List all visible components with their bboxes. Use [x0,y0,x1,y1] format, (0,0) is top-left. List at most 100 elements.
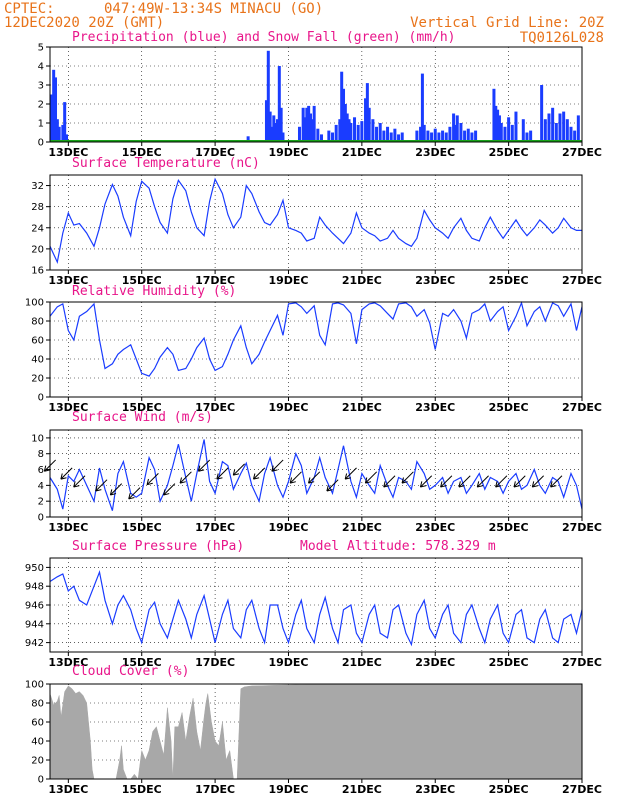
x-tick-label: 27DEC [562,783,602,796]
precip-bar [389,132,393,142]
precip-bar [540,85,544,142]
x-tick-label: 15DEC [122,401,162,414]
x-tick-label: 15DEC [122,783,162,796]
precip-bar [463,130,467,142]
wind-arrow-head [73,481,80,488]
wind-arrow-head [531,481,539,488]
precip-bar [301,107,305,142]
precip-bar [551,107,555,142]
plot-frame [49,46,583,143]
precip-bar [279,107,283,142]
precip-bar [268,111,272,142]
precip-bar [52,69,56,142]
wind-arrow [495,475,508,488]
header-code: TQ0126L028 [520,30,604,46]
y-tick-label: 80 [31,699,44,710]
x-tick-label: 23DEC [415,401,455,414]
y-tick-label: 944 [25,619,44,630]
precip-bar [397,134,401,142]
precip-bar [274,123,278,142]
precip-bar [496,109,500,142]
wind-arrow-head [344,473,351,480]
wind-arrow [95,479,108,492]
wind-arrow [253,467,266,480]
y-tick-label: 20 [31,244,44,255]
y-tick-label: 950 [25,563,44,574]
x-tick-label: 25DEC [489,274,529,287]
y-tick-label: 0 [38,513,44,524]
wind-arrow-head [197,465,205,472]
precip-bar [437,132,441,142]
wind-arrow [232,463,245,476]
wind-arrow [163,483,176,496]
precip-bar [356,124,360,142]
wind-arrow [128,487,141,500]
wind-arrow-head [179,477,186,484]
precip-bar [453,124,457,142]
x-tick-label: 27DEC [562,401,602,414]
x-tick-label: 19DEC [268,656,308,669]
x-tick-label: 21DEC [342,274,382,287]
wind-arrow [365,471,378,484]
wind-arrow [179,471,192,484]
wind-arrow [458,475,471,488]
wind-arrow-head [513,481,520,488]
precip-bar [277,66,281,142]
precip-bar [375,126,379,142]
wind-arrow [216,467,229,480]
panel-title: Surface Wind (m/s) [72,410,213,425]
precip-bar [275,119,279,142]
y-tick-label: 60 [31,718,44,729]
y-tick-label: 2 [38,100,44,111]
y-tick-label: 3 [38,81,44,92]
wind-arrow-head [128,493,135,500]
wind-arrow-head [216,473,223,480]
wind-arrow-head [326,485,333,492]
precip-bar [65,134,69,142]
y-tick-label: 100 [25,298,44,309]
wind-arrow [531,475,544,488]
wind-arrow-head [252,473,260,480]
wind-arrow-head [550,481,557,488]
series-line [49,439,583,511]
wind-arrow [73,475,86,488]
y-tick-label: 16 [31,266,44,277]
x-tick-label: 25DEC [489,401,529,414]
y-tick-label: 948 [25,582,44,593]
series-line [49,300,583,377]
y-tick-label: 10 [31,433,44,444]
cloud-area [49,683,583,780]
x-tick-label: 27DEC [562,146,602,159]
precip-bar [343,104,347,142]
y-tick-label: 60 [31,336,44,347]
precip-bar [573,130,577,142]
x-tick-label: 17DEC [195,274,235,287]
header-location: 047:49W-13:34S MINACU (GO) [104,1,323,17]
wind-arrow [271,459,284,472]
precip-bar [272,115,276,142]
y-tick-label: 2 [38,497,44,508]
x-tick-label: 21DEC [342,401,382,414]
precip-bar [246,136,250,142]
chart-panel-0: Precipitation (blue) and Snow Fall (gree… [38,30,602,159]
precip-bar [558,113,562,142]
precip-bar [444,132,448,142]
y-tick-label: 20 [31,756,44,767]
precip-bar [455,115,459,142]
wind-arrow-head [271,465,278,472]
precip-bar [547,113,551,142]
wind-arrow [344,467,357,480]
x-tick-label: 13DEC [48,401,88,414]
wind-arrow [326,479,339,492]
precip-bar [310,119,314,142]
precip-bar [331,132,335,142]
precip-bar [386,126,390,142]
x-tick-label: 25DEC [489,146,529,159]
chart-panel-2: Relative Humidity (%) 0 20 40 60 80 100 13DEC 15… [25,284,602,414]
precip-bar [419,126,423,142]
precip-bar [270,126,274,142]
precip-bar [525,132,529,142]
precip-bar [415,130,419,142]
precip-bar [360,121,364,142]
x-tick-label: 15DEC [122,146,162,159]
